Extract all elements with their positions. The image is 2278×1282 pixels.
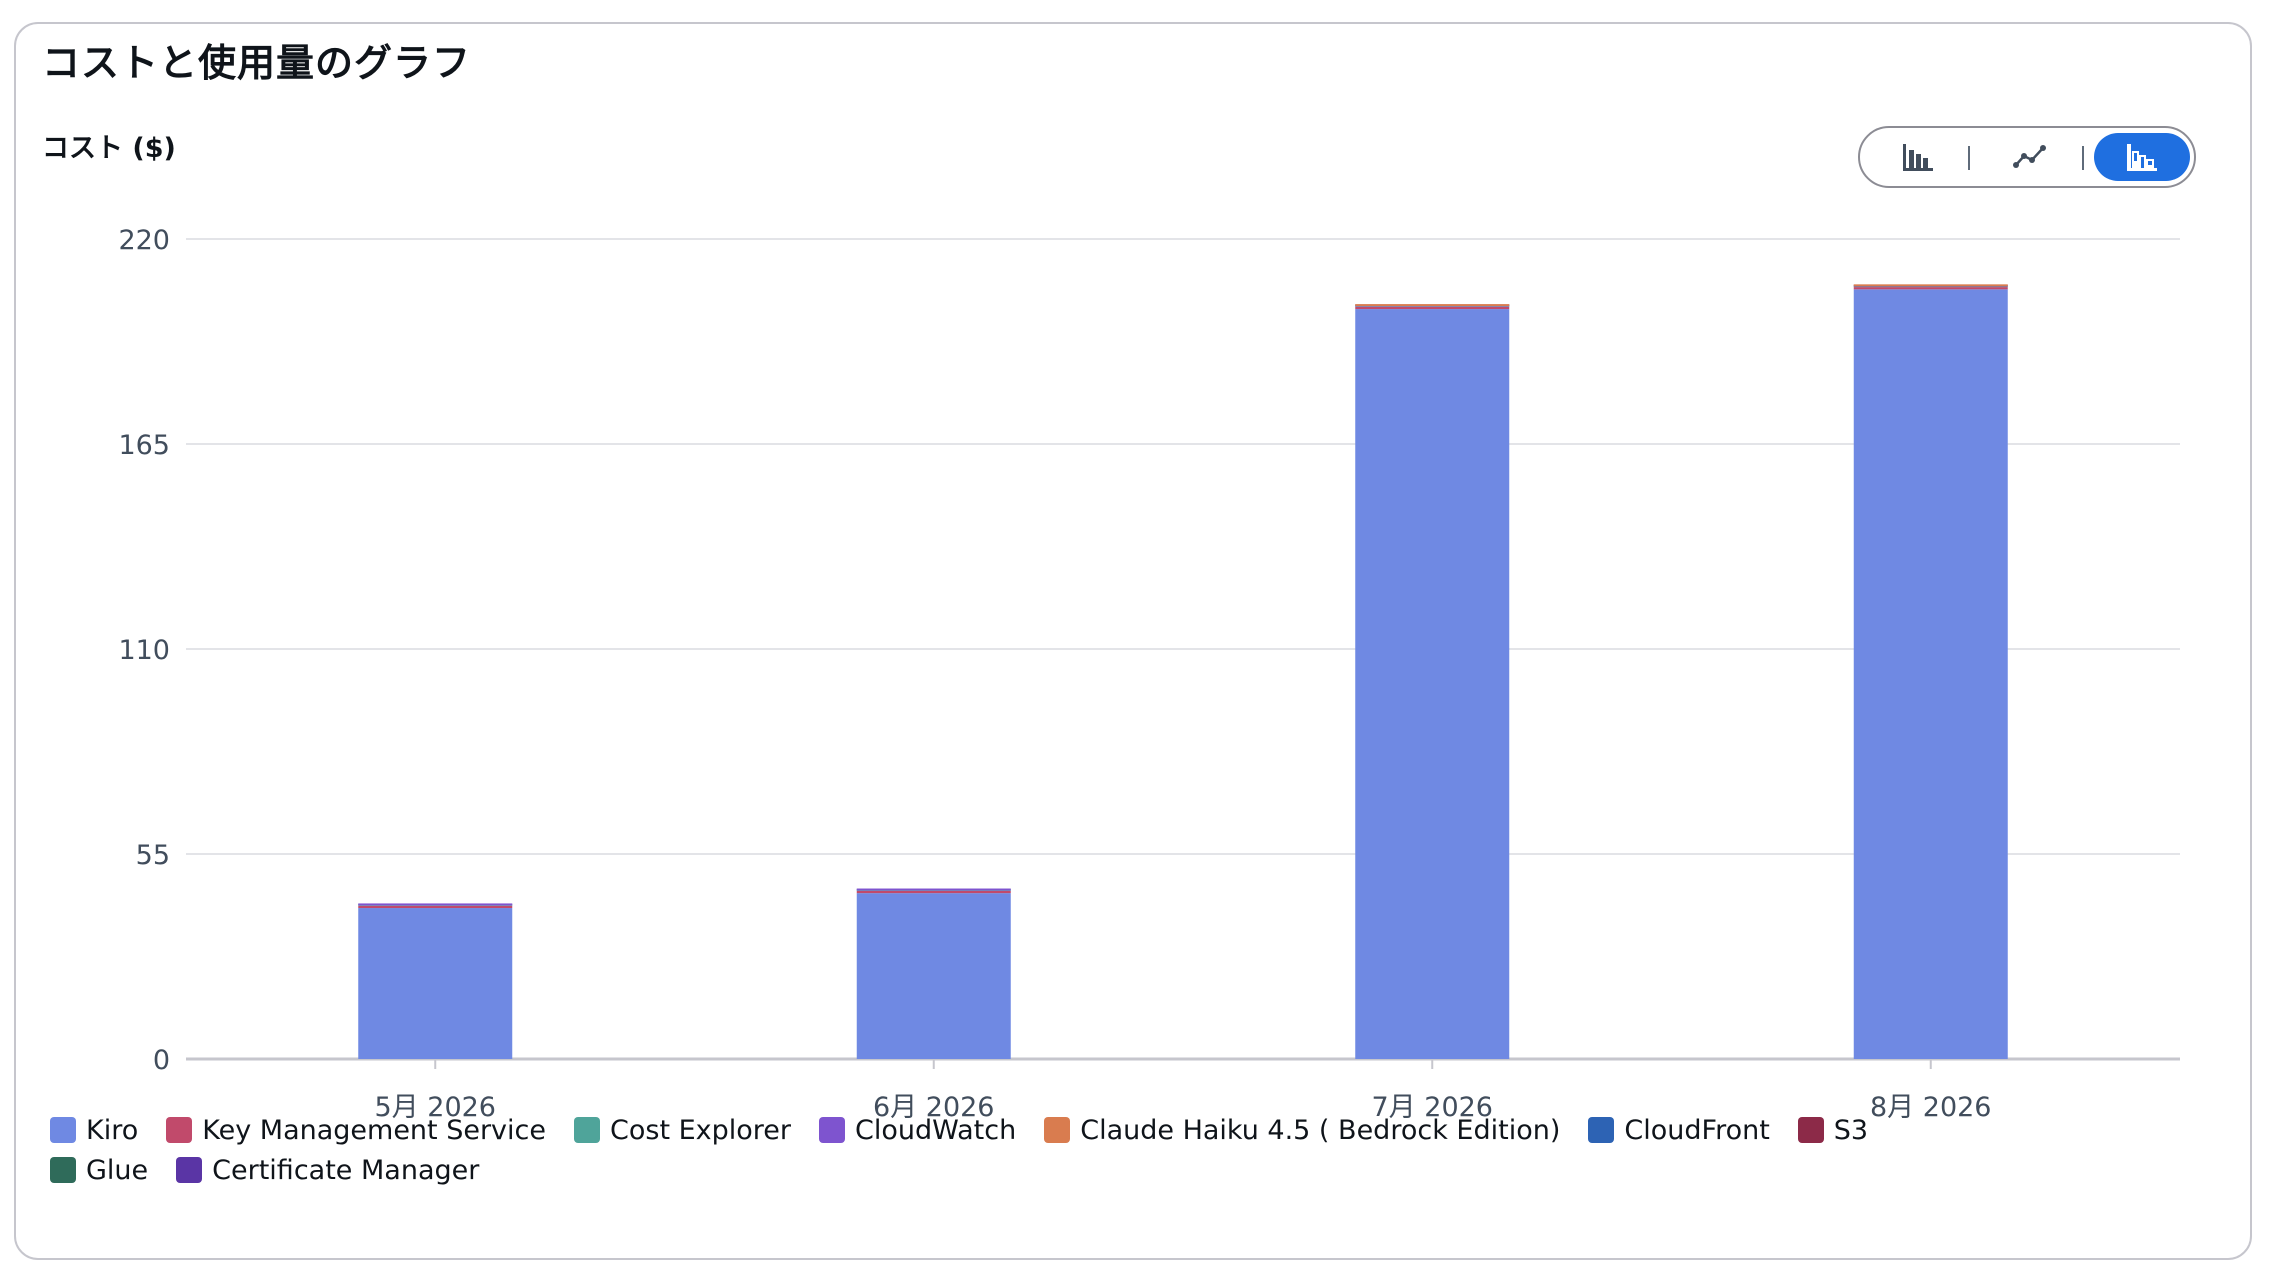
legend-item[interactable]: Certificate Manager	[176, 1154, 479, 1186]
legend-swatch	[1044, 1117, 1071, 1143]
bar-segment-key-management-service	[1355, 306, 1510, 310]
stacked-bar-chart-icon	[2127, 144, 2157, 171]
legend-label: Claude Haiku 4.5 ( Bedrock Edition)	[1080, 1114, 1561, 1146]
legend-label: CloudWatch	[855, 1114, 1017, 1146]
legend-item[interactable]: CloudFront	[1588, 1114, 1770, 1146]
y-tick-label: 0	[153, 1045, 170, 1076]
bar-segment-key-management-service	[358, 905, 513, 909]
y-tick-label: 165	[118, 430, 170, 461]
stacked-bar-chart-button[interactable]	[2094, 133, 2190, 181]
legend-swatch	[50, 1157, 76, 1183]
legend-item[interactable]: Kiro	[50, 1114, 138, 1146]
legend-item[interactable]: CloudWatch	[819, 1114, 1016, 1146]
y-tick-label: 55	[136, 840, 170, 871]
bar-segment-kiro	[856, 893, 1011, 1059]
bar-segment-cloudwatch	[358, 903, 513, 906]
legend-label: CloudFront	[1624, 1114, 1770, 1146]
y-tick-label: 220	[118, 225, 170, 256]
bar-segment-claude-haiku-4-5-bedrock-edition-	[1853, 284, 2008, 287]
legend-swatch	[1797, 1117, 1824, 1143]
legend-swatch	[574, 1117, 600, 1143]
chart-type-toggle	[1858, 126, 2196, 188]
legend-swatch	[1588, 1117, 1615, 1143]
legend-item[interactable]: Key Management Service	[166, 1114, 546, 1146]
legend-swatch	[819, 1117, 846, 1143]
bar-segment-key-management-service	[1853, 287, 2008, 290]
bar-segment-claude-haiku-4-5-bedrock-edition-	[1355, 304, 1510, 307]
line-chart-icon	[2013, 145, 2046, 168]
chart-legend: Kiro Key Management Service Cost Explorer C…	[50, 1114, 1950, 1186]
x-tick-label: 5月 2026	[375, 1092, 496, 1123]
legend-label: Key Management Service	[202, 1114, 546, 1146]
legend-swatch	[166, 1117, 193, 1143]
legend-label: S3	[1833, 1114, 1869, 1146]
legend-label: Kiro	[86, 1114, 139, 1146]
legend-swatch	[176, 1157, 203, 1183]
legend-item[interactable]: Glue	[50, 1154, 148, 1186]
bar-segment-kiro	[1853, 289, 2008, 1059]
x-tick-label: 7月 2026	[1372, 1092, 1493, 1123]
bar-segment-kiro	[1355, 309, 1510, 1059]
bar-segment-key-management-service	[856, 890, 1011, 894]
bar-segment-cloudwatch	[856, 888, 1011, 891]
x-tick-label: 6月 2026	[873, 1092, 994, 1123]
legend-item[interactable]: S3	[1797, 1114, 1869, 1146]
legend-swatch	[50, 1117, 76, 1143]
bar-chart-icon	[1903, 144, 1933, 171]
legend-label: Cost Explorer	[610, 1114, 792, 1146]
y-axis-title: コスト ($)	[42, 133, 176, 164]
y-tick-label: 110	[118, 635, 170, 666]
card-title: コストと使用量のグラフ	[42, 41, 472, 85]
legend-label: Glue	[86, 1154, 149, 1186]
bar-segment-kiro	[358, 908, 513, 1059]
legend-item[interactable]: Cost Explorer	[574, 1114, 791, 1146]
bar-chart-button[interactable]	[1886, 133, 1950, 181]
legend-label: Certificate Manager	[212, 1154, 480, 1186]
legend-item[interactable]: Claude Haiku 4.5 ( Bedrock Edition)	[1044, 1114, 1560, 1146]
line-chart-button[interactable]	[1998, 133, 2062, 181]
x-tick-label: 8月 2026	[1870, 1092, 1991, 1123]
